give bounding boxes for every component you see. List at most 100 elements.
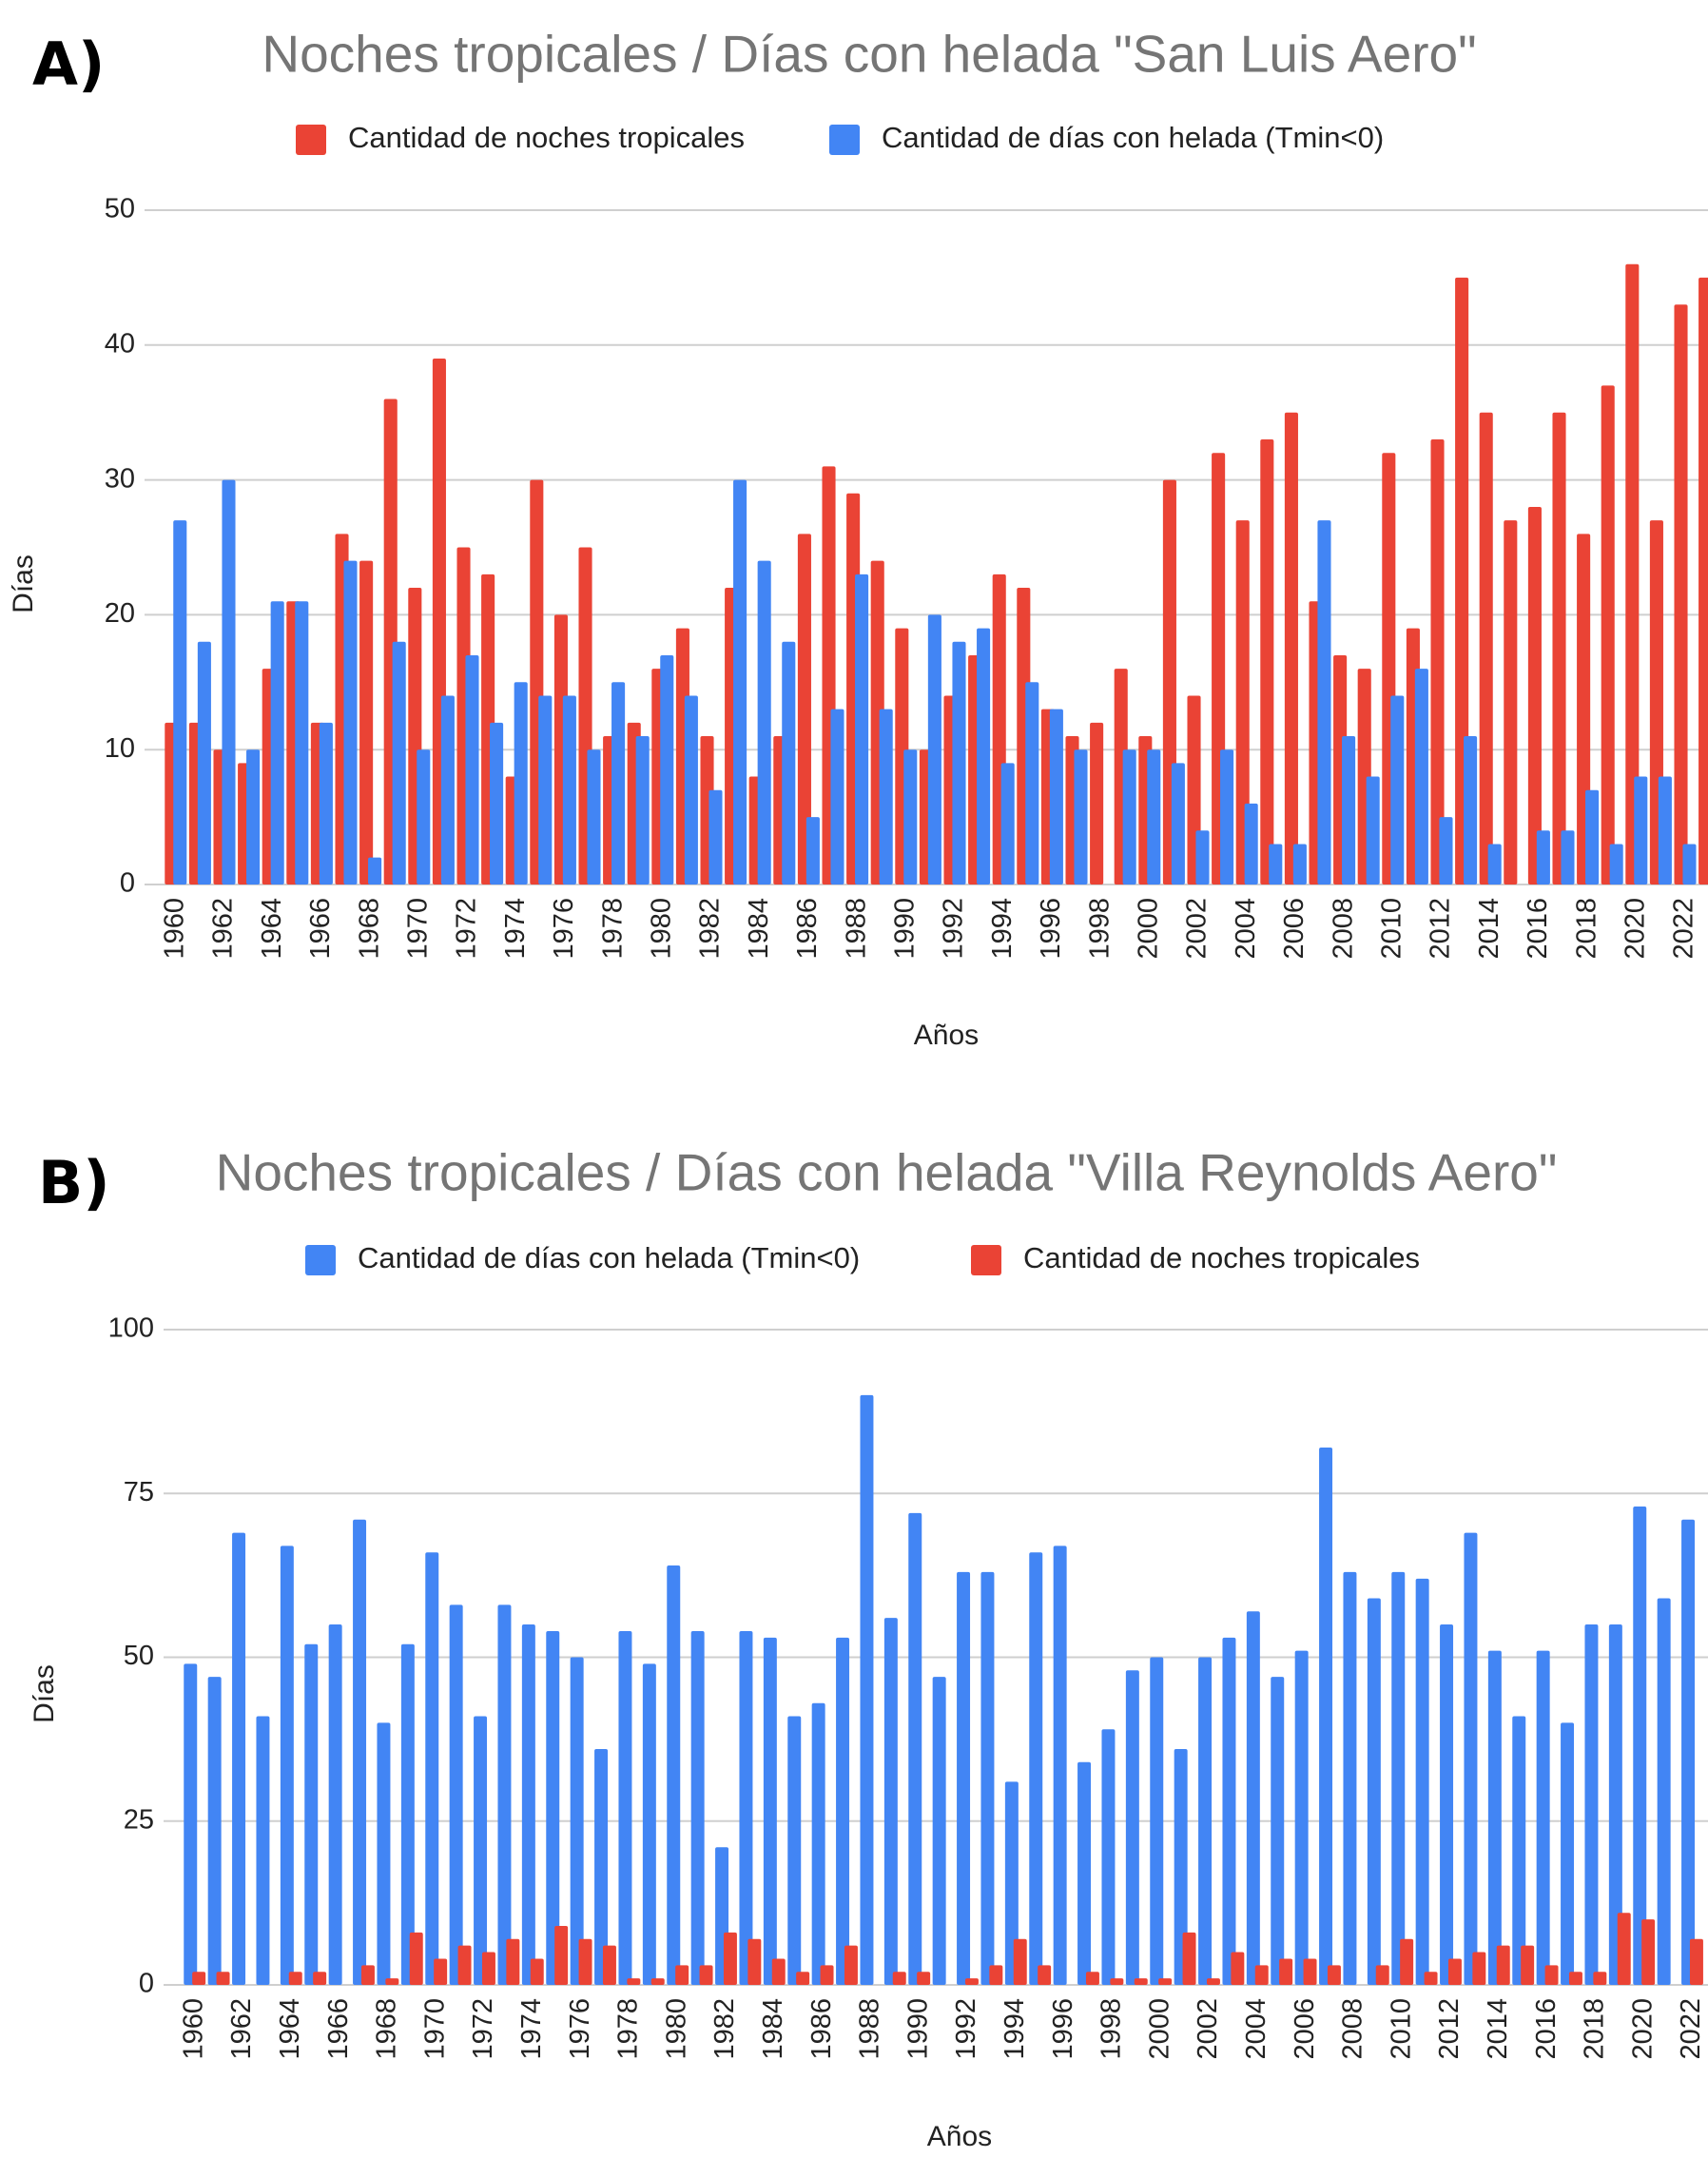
bar — [1029, 1552, 1043, 1985]
bar — [530, 1958, 544, 1985]
x-tick-label: 2002 — [1182, 898, 1213, 960]
x-tick-label: 1960 — [178, 1998, 208, 2060]
bar — [797, 534, 811, 885]
bar — [1464, 736, 1478, 885]
x-tick-label: 2004 — [1231, 898, 1261, 960]
bar — [1260, 439, 1274, 885]
bar — [192, 1972, 206, 1985]
bar — [1390, 695, 1405, 885]
x-tick-label: 1974 — [500, 898, 531, 960]
bar — [675, 1965, 689, 1985]
bar — [1292, 844, 1307, 885]
bar — [521, 1624, 535, 1985]
x-tick-label: 1982 — [695, 898, 726, 960]
bar — [1681, 1519, 1696, 1985]
bar — [1527, 506, 1542, 885]
bar — [820, 1965, 834, 1985]
x-tick-label: 2002 — [1193, 1998, 1223, 2060]
bar — [757, 560, 771, 885]
bar — [1464, 1532, 1478, 1985]
x-axis-label: Años — [914, 1020, 979, 1051]
bar — [328, 1624, 342, 1985]
x-tick-label: 2018 — [1580, 1998, 1610, 2060]
bar — [879, 709, 893, 885]
bar — [246, 749, 261, 885]
bar — [1414, 669, 1428, 885]
y-axis-label: Días — [29, 1664, 60, 1723]
bar — [635, 736, 650, 885]
bar — [1674, 304, 1688, 885]
bar — [1689, 1938, 1703, 1985]
bar — [1222, 1637, 1236, 1985]
bar — [377, 1722, 391, 1985]
x-tick-label: 2014 — [1474, 898, 1504, 960]
x-tick-label: 1988 — [855, 1998, 885, 2060]
x-tick-label: 1978 — [613, 1998, 644, 2060]
x-tick-label: 2000 — [1133, 898, 1163, 960]
bar — [1584, 1624, 1599, 1985]
bar — [1593, 1972, 1607, 1985]
bar — [1025, 682, 1039, 885]
bar — [733, 479, 747, 885]
bar — [1077, 1761, 1092, 1985]
y-tick-label: 40 — [105, 328, 135, 359]
bar — [690, 1630, 705, 1985]
bar — [546, 1630, 560, 1985]
bar — [1013, 1938, 1027, 1985]
panel-label: B) — [38, 1148, 110, 1217]
bar — [1220, 749, 1234, 885]
x-tick-label: 1992 — [951, 1998, 981, 2060]
bar — [173, 520, 187, 885]
bar — [1110, 1978, 1124, 1985]
bar — [594, 1748, 609, 1985]
bar — [782, 641, 796, 885]
x-tick-label: 1960 — [159, 898, 189, 960]
bar — [1279, 1958, 1293, 1985]
x-tick-label: 1980 — [646, 898, 676, 960]
y-tick-label: 0 — [120, 868, 135, 899]
bar — [1424, 1972, 1438, 1985]
x-tick-label: 2010 — [1386, 1998, 1416, 2060]
bar — [1512, 1716, 1526, 1985]
bar — [1158, 1978, 1173, 1985]
x-tick-label: 2000 — [1144, 1998, 1174, 2060]
bar — [1049, 709, 1063, 885]
bar — [957, 1571, 971, 1985]
x-tick-label: 1994 — [1000, 1998, 1030, 2060]
bar — [1085, 1972, 1099, 1985]
bar — [1367, 1598, 1381, 1985]
bar — [771, 1958, 786, 1985]
x-tick-label: 1990 — [889, 898, 920, 960]
bar — [1231, 1952, 1245, 1985]
x-tick-label: 1976 — [549, 898, 579, 960]
bar — [1658, 776, 1672, 885]
legend-label: Cantidad de noches tropicales — [1023, 1241, 1420, 1274]
legend-label: Cantidad de noches tropicales — [348, 121, 745, 154]
x-tick-label: 2006 — [1290, 1998, 1320, 2060]
bar — [699, 1965, 713, 1985]
bar — [1254, 1965, 1269, 1985]
bar — [1625, 263, 1640, 885]
x-tick-label: 1998 — [1097, 1998, 1127, 2060]
bar — [1195, 830, 1210, 885]
bar — [449, 1604, 463, 1985]
bar — [892, 1972, 906, 1985]
x-tick-label: 2008 — [1328, 898, 1358, 960]
bar — [1430, 439, 1445, 885]
y-tick-label: 20 — [105, 598, 135, 629]
bar — [952, 641, 966, 885]
bar — [1090, 722, 1104, 885]
bar — [1182, 1932, 1196, 1985]
bar — [587, 749, 601, 885]
x-tick-label: 2008 — [1338, 1998, 1368, 2060]
bar — [1271, 1677, 1285, 1985]
bar — [222, 479, 236, 885]
bar — [830, 709, 844, 885]
x-tick-label: 1982 — [709, 1998, 740, 2060]
bar — [409, 1932, 423, 1985]
x-tick-label: 2022 — [1669, 898, 1699, 960]
bar — [1601, 385, 1615, 885]
bar — [796, 1972, 810, 1985]
y-tick-label: 50 — [105, 194, 135, 224]
bar — [506, 1938, 520, 1985]
